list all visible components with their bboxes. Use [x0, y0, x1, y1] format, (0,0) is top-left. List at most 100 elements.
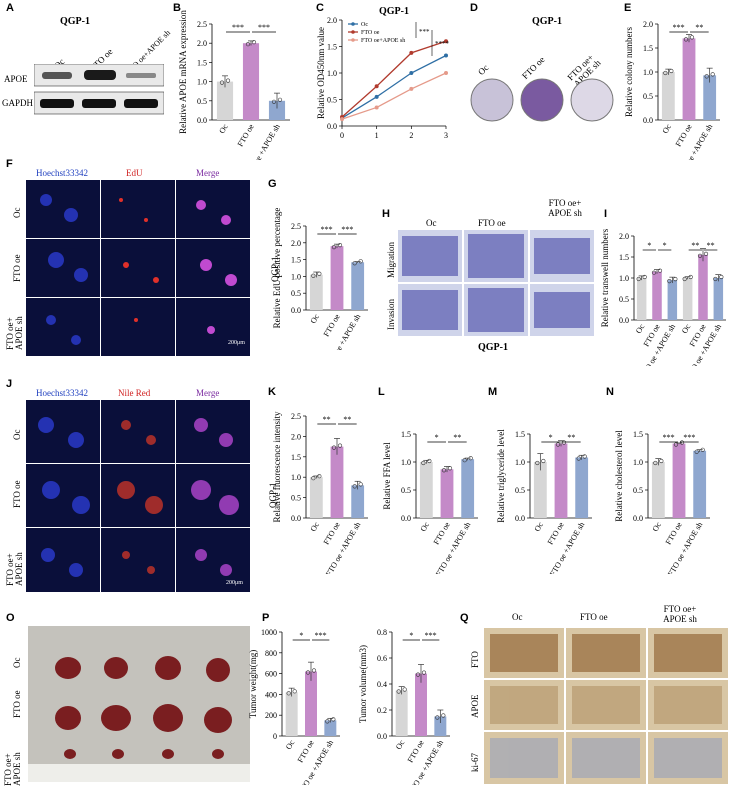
sig-label: **: [323, 415, 331, 424]
x-tick-label: 1: [375, 131, 379, 140]
bar: [285, 692, 298, 736]
bar: [652, 271, 662, 320]
series-line: [341, 72, 447, 120]
bar: [682, 38, 696, 120]
x-tick-label: FTO oe: [432, 520, 452, 546]
x-tick-label: Oc: [651, 520, 664, 533]
data-point: [535, 460, 540, 466]
data-point: [636, 276, 641, 282]
data-point: [704, 74, 709, 79]
x-tick-label: Oc: [394, 738, 407, 751]
data-point: [415, 672, 421, 677]
y-tick-label: 2.5: [291, 222, 301, 231]
y-tick-label: 0.0: [633, 514, 643, 523]
chart-title: QGP-1: [379, 6, 409, 17]
sig-label: *: [663, 241, 667, 250]
y-tick-label: 1.5: [401, 430, 411, 439]
bar: [242, 43, 260, 121]
data-point: [402, 687, 407, 692]
y-tick-label: 0.0: [197, 116, 207, 125]
blot-row-apoe: APOE: [4, 74, 28, 84]
x-tick-label: FTO oe: [546, 520, 566, 546]
data-point: [719, 274, 724, 280]
panel-label-C: C: [316, 2, 324, 14]
series-point: [444, 53, 448, 58]
y-tick-label: 2.0: [291, 432, 301, 441]
sig-label: ***: [258, 23, 270, 32]
y-axis-label: Relative transwell numbers: [600, 228, 610, 327]
x-tick-label: 0: [340, 131, 344, 140]
data-point: [710, 72, 715, 77]
x-tick-label: FTO oe: [296, 738, 316, 764]
H-col-fto-apoe: FTO oe+ APOE sh: [548, 198, 582, 218]
bar: [575, 457, 589, 518]
scale-bar-J: 200μm: [226, 580, 243, 586]
data-point: [561, 440, 567, 445]
y-tick-label: 2.0: [197, 39, 207, 48]
y-axis-label: Relative triglyceride level: [496, 429, 506, 523]
y-tick-label: 1.0: [197, 78, 207, 87]
y-tick-label: 0.5: [401, 486, 411, 495]
sig-label: ***: [315, 631, 327, 640]
y-tick-label: 1.0: [401, 458, 411, 467]
western-blot-image: [34, 64, 164, 115]
x-tick-label: Oc: [217, 122, 230, 135]
y-tick-label: 1.0: [327, 69, 337, 78]
O-row-oc: Oc: [12, 657, 22, 669]
chart-P2: 0.0 0.2 0.4 0.6 0.8 Tumor volume(mm3) Oc FTO oe…: [358, 628, 450, 785]
y-axis-label: Relative APOE mRNA expression: [178, 10, 188, 134]
chart-M: 0.0 0.5 1.0 1.5 Relative triglyceride level O…: [496, 429, 592, 574]
data-point: [271, 99, 277, 104]
panel-A-title: QGP-1: [60, 16, 90, 27]
sig-label: ***: [232, 23, 244, 32]
row-label-oc: Oc: [12, 207, 22, 219]
sig-label: ***: [663, 433, 675, 442]
y-axis-label: Tumor weight(mg): [248, 650, 258, 718]
x-tick-label: FTO oe: [674, 122, 694, 148]
O-row-fto-apoe: FTO oe+ APOE sh: [3, 752, 22, 786]
series-point: [374, 84, 379, 89]
y-tick-label: 1.5: [619, 253, 629, 262]
y-tick-label: 1.0: [291, 272, 301, 281]
y-tick-label: 1.5: [327, 43, 337, 52]
bar: [434, 716, 447, 736]
y-tick-label: 2.0: [291, 239, 301, 248]
data-point: [427, 458, 432, 464]
y-tick-label: 400: [265, 690, 277, 699]
y-tick-label: 0.0: [643, 116, 653, 125]
y-tick-label: 0.5: [515, 486, 525, 495]
data-point: [311, 476, 316, 481]
y-tick-label: 800: [265, 649, 277, 658]
panel-label-B: B: [173, 2, 181, 14]
x-tick-label: FTO oe: [664, 520, 684, 546]
data-point: [331, 445, 337, 450]
data-point: [468, 456, 473, 461]
bar: [461, 459, 475, 518]
chart-I: 0.0 0.5 1.0 1.5 2.0 Relative transwell number…: [600, 228, 726, 366]
bar: [713, 278, 724, 320]
bar: [395, 690, 408, 736]
x-tick-label: FTO oe: [322, 520, 342, 546]
panel-label-G: G: [268, 178, 277, 190]
chart-N: 0.0 0.5 1.0 1.5 Relative cholesterol level Oc…: [614, 430, 710, 574]
x-tick-label: Oc: [309, 520, 322, 533]
bar: [351, 485, 365, 518]
y-tick-label: 0.0: [377, 732, 387, 741]
bar: [440, 469, 454, 518]
y-tick-label: 1000: [261, 628, 277, 637]
y-tick-label: 1.0: [633, 458, 643, 467]
panel-label-K: K: [268, 386, 276, 398]
chart-C: QGP-1 0.0 0.5 1.0 1.5 2.0 0 1 2 3 Relative OD450nm…: [316, 6, 450, 140]
panel-label-L: L: [378, 386, 385, 398]
y-tick-label: 0.4: [377, 680, 387, 689]
Q-row-ki67: ki-67: [470, 753, 480, 772]
x-tick-label: Oc: [309, 312, 322, 325]
data-point: [251, 40, 257, 45]
J-col-hoechst: Hoechst33342: [36, 388, 88, 398]
sig-label: ***: [683, 433, 695, 442]
data-point: [337, 443, 343, 448]
data-point: [317, 474, 322, 479]
nilered-image-grid: [26, 400, 250, 592]
bar: [698, 254, 708, 320]
y-tick-label: 1.0: [619, 274, 629, 283]
